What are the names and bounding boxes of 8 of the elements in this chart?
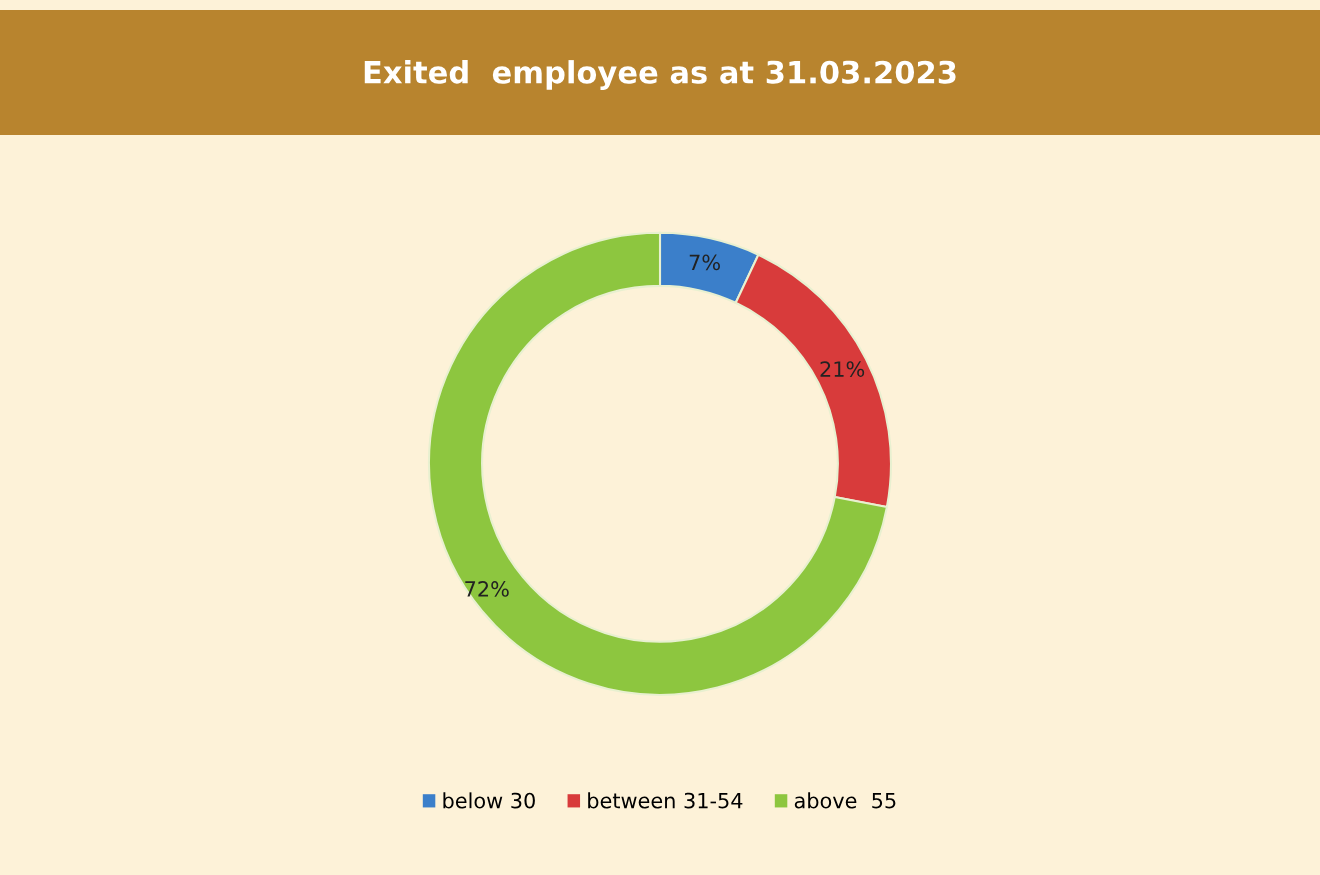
legend-label: above 55 <box>794 792 896 809</box>
donut-slice <box>427 231 888 696</box>
legend-label: between 31-54 <box>588 792 743 809</box>
data-label: 7% <box>689 254 720 271</box>
chart-title: Exited employee as at 31.03.2023 <box>364 60 956 90</box>
legend-label: below 30 <box>443 792 535 809</box>
data-label: 21% <box>820 361 865 377</box>
data-label: 72% <box>465 581 509 597</box>
